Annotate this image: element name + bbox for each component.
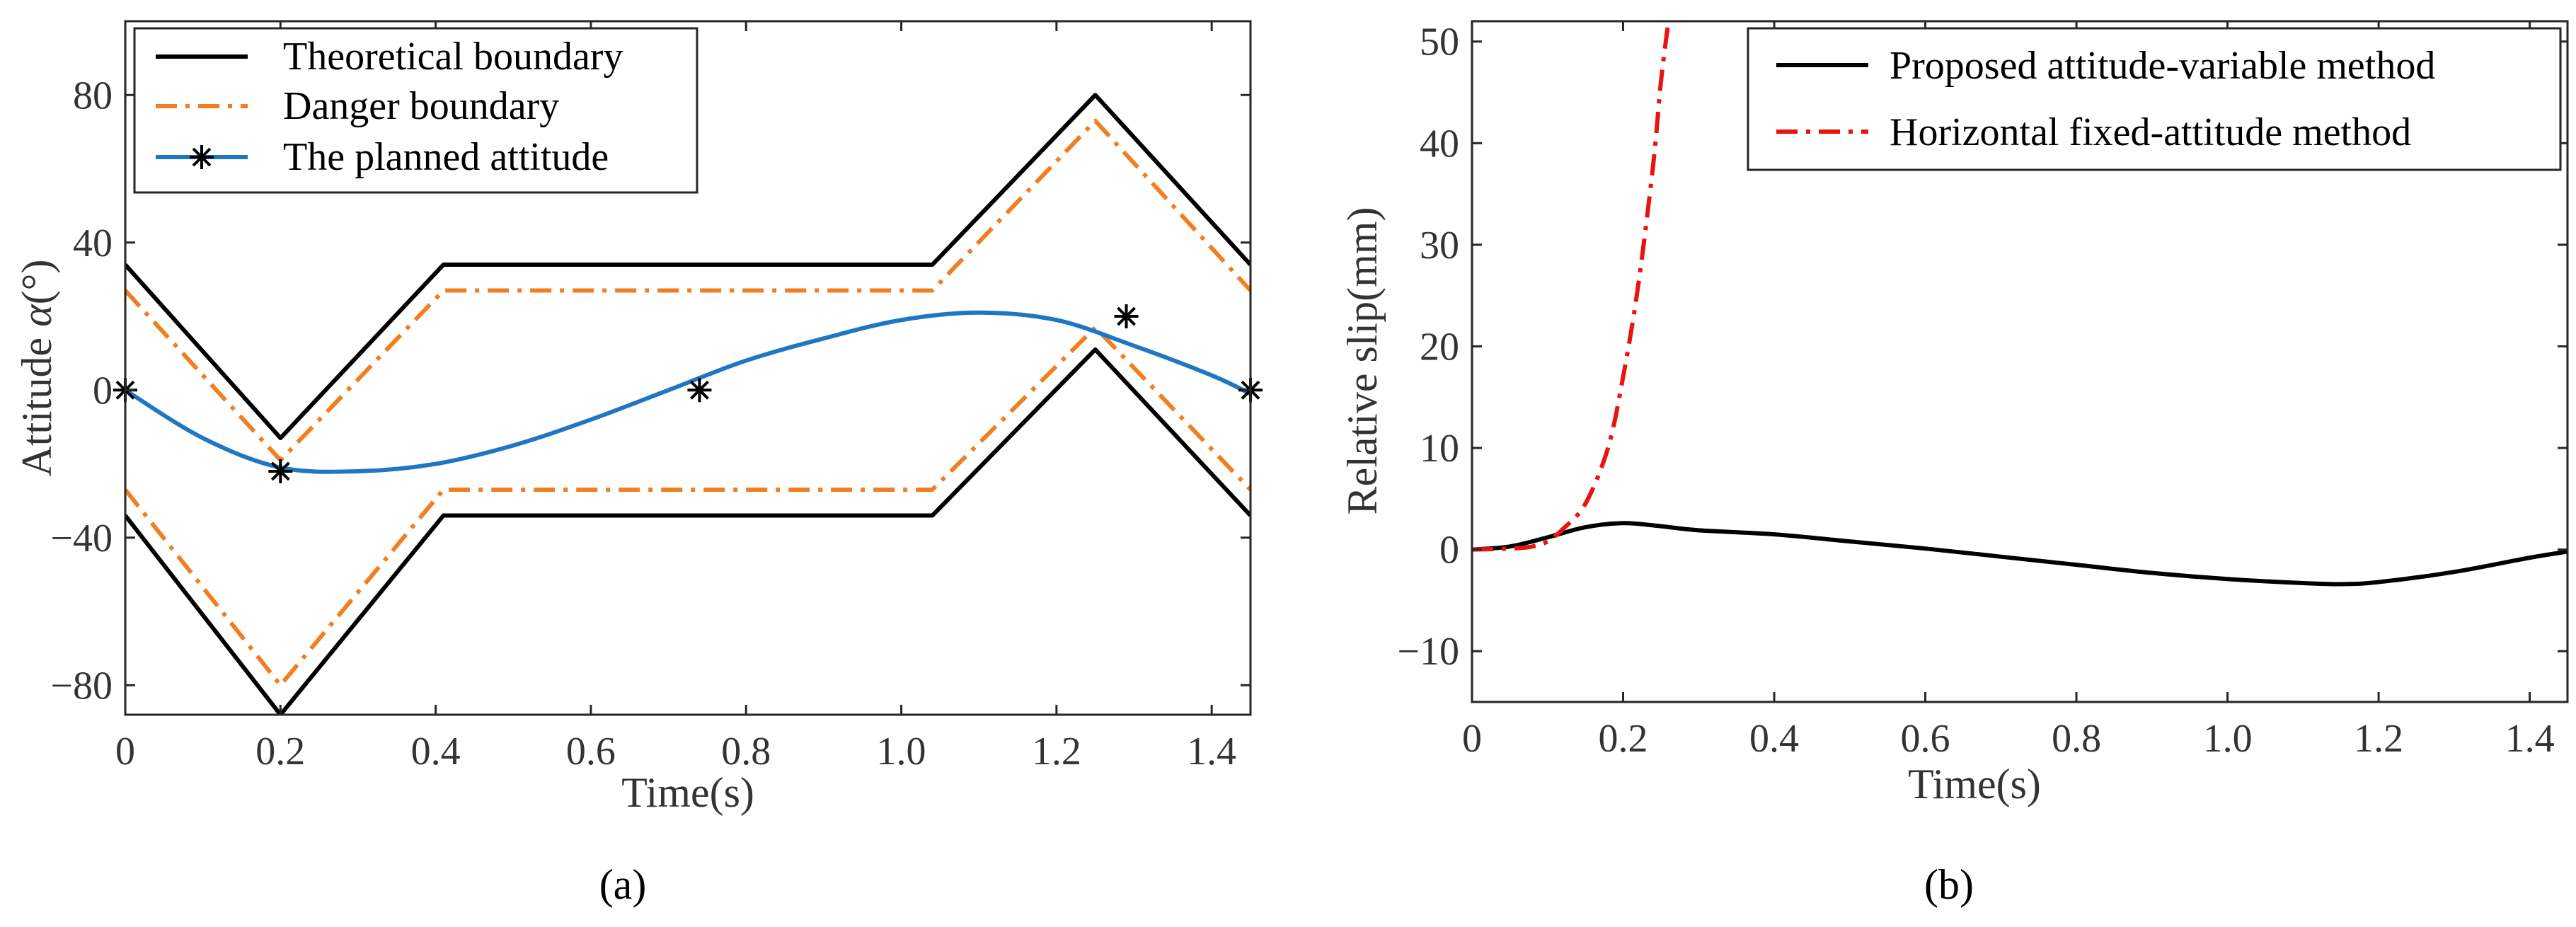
chart-b-y-tick-label: 40 xyxy=(1420,122,1459,166)
chart-a-x-axis-label: Time(s) xyxy=(621,769,754,816)
panel-label-b: (b) xyxy=(1924,861,1974,908)
chart-a-legend-label-planned: The planned attitude xyxy=(283,135,609,179)
chart-a-x-tick-label: 0.6 xyxy=(566,730,616,773)
panel-label-a: (a) xyxy=(599,861,647,908)
chart-b-y-tick-label: 50 xyxy=(1420,21,1459,64)
chart-a-series-1 xyxy=(125,347,1250,715)
chart-b-x-tick-label: 0.4 xyxy=(1749,717,1799,761)
chart-a-y-axis-label: Attitude α(°) xyxy=(13,259,60,476)
chart-b-y-tick-label: −10 xyxy=(1397,630,1459,674)
chart-b-x-tick-label: 0.8 xyxy=(2052,717,2101,761)
chart-a-x-tick-label: 1.0 xyxy=(877,730,926,773)
chart-a-x-tick-label: 0.8 xyxy=(721,730,771,773)
chart-b-x-tick-label: 0 xyxy=(1462,717,1482,761)
chart-a-legend-star-stroke xyxy=(192,147,212,167)
chart-a-series-2 xyxy=(125,118,1250,463)
chart-b-x-tick-label: 1.0 xyxy=(2203,717,2253,761)
chart-b-frame xyxy=(1471,20,2569,703)
chart-a-marker xyxy=(268,459,293,483)
chart-a-legend-star xyxy=(190,145,214,169)
chart-a-y-axis-label-symbol: α xyxy=(13,304,60,327)
chart-a-x-tick-label: 1.4 xyxy=(1187,730,1236,773)
chart-a-marker-stroke xyxy=(270,461,290,481)
chart-b-series-1 xyxy=(1472,21,1671,552)
chart-a-series xyxy=(125,93,1250,715)
chart-a-x-tick-label: 1.2 xyxy=(1032,730,1081,773)
chart-b-legend-label-horizontal: Horizontal fixed-attitude method xyxy=(1890,110,2411,154)
chart-a-marker-stroke xyxy=(690,380,709,400)
chart-a-y-tick-label: 80 xyxy=(73,74,113,117)
chart-b-y-tick-label: 30 xyxy=(1420,224,1459,267)
chart-a-marker-stroke xyxy=(1117,306,1136,326)
panel-label-b-text: (b) xyxy=(1924,861,1974,908)
chart-a-y-tick-label: −40 xyxy=(50,517,113,560)
chart-a-frame xyxy=(124,20,1252,716)
chart-a-y-axis-label-suffix: (°) xyxy=(13,259,60,304)
chart-b-x-tick-label: 0.6 xyxy=(1901,717,1950,761)
chart-a-marker xyxy=(687,378,712,403)
chart-b-x-axis-label: Time(s) xyxy=(1908,761,2041,807)
panel-label-a-text: (a) xyxy=(599,861,647,908)
chart-a-x-tick-label: 0 xyxy=(115,730,135,773)
chart-b-x-tick-label: 0.2 xyxy=(1599,717,1648,761)
chart-a-legend-label-theoretical: Theoretical boundary xyxy=(283,35,623,79)
chart-b-series-0 xyxy=(1472,521,2568,587)
chart-b-x-tick-label: 1.2 xyxy=(2354,717,2403,761)
chart-a: 0 0.2 0.4 0.6 0.8 1.0 1.2 1.4 −80 −40 0 40 80 Time(s… xyxy=(13,20,1263,908)
chart-b-legend-box xyxy=(1747,27,2562,171)
chart-a-x-tick-label: 0.2 xyxy=(255,730,305,773)
chart-b-y-tick-label: 0 xyxy=(1439,529,1459,572)
chart-a-legend-label-danger: Danger boundary xyxy=(283,84,559,128)
chart-a-series-4 xyxy=(125,310,1250,474)
chart-b-legend: Proposed attitude-variable method Horizo… xyxy=(1747,27,2562,171)
chart-b-y-tick-label: 10 xyxy=(1420,427,1459,471)
chart-b-x-tick-label: 1.4 xyxy=(2505,717,2555,761)
chart-a-y-axis-label-prefix: Attitude xyxy=(13,327,60,477)
chart-a-legend: Theoretical boundary Danger boundary The… xyxy=(133,27,698,194)
chart-a-y-tick-label: −80 xyxy=(50,664,113,708)
chart-a-marker xyxy=(1114,304,1139,329)
chart-b-legend-label-proposed: Proposed attitude-variable method xyxy=(1890,44,2435,88)
chart-a-legend-marker-planned xyxy=(190,145,214,169)
chart-a-series-0 xyxy=(125,93,1250,441)
chart-a-y-tick-label: 40 xyxy=(73,221,113,265)
chart-b-y-axis-label: Relative slip(mm) xyxy=(1339,207,1386,515)
chart-a-x-tick-label: 0.4 xyxy=(411,730,461,773)
chart-b-series xyxy=(1472,21,2568,587)
chart-a-ticks: 0 0.2 0.4 0.6 0.8 1.0 1.2 1.4 −80 −40 0 40 80 xyxy=(50,21,1250,773)
chart-a-y-tick-label: 0 xyxy=(93,369,113,413)
chart-b-y-tick-label: 20 xyxy=(1420,325,1459,369)
